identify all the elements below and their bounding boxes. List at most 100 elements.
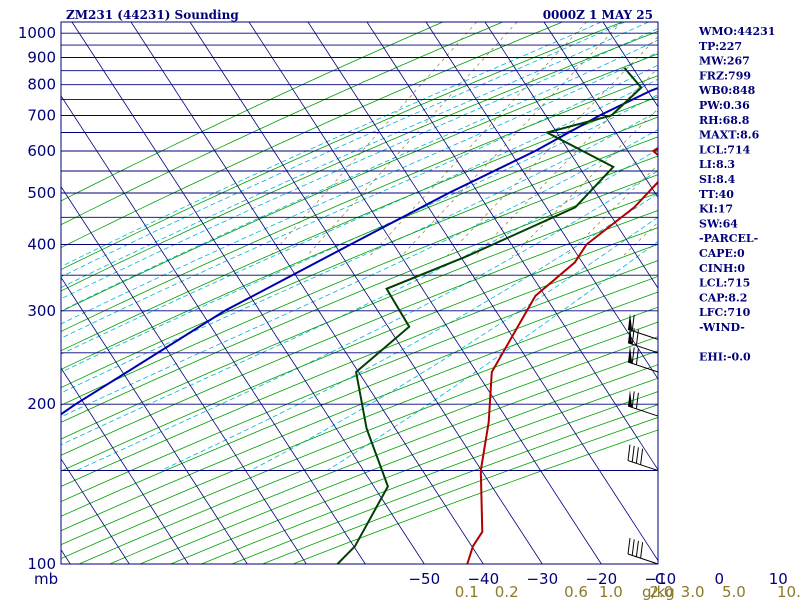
index-line: SI:8.4 [699,173,736,186]
pressure-label: 600 [27,142,56,160]
isotherm [366,22,658,471]
dry-adiabat [61,75,658,332]
isotherm [71,22,425,564]
wind-barb-line [635,392,639,409]
pressure-unit: mb [34,570,58,588]
moist-adiabat [61,39,658,312]
index-line: MW:267 [699,55,750,68]
isotherm [484,22,658,289]
wind-barb [627,346,659,373]
wind-barb-staff [627,405,659,417]
index-line: LFC:710 [699,306,751,319]
index-line: CAPE:0 [699,247,745,260]
profiles [61,67,658,564]
wind-barb-line [640,448,644,465]
moist-adiabat [61,64,658,339]
dry-adiabat [61,306,658,546]
wind-barb [627,390,659,417]
dry-adiabat [61,260,658,503]
index-line: LCL:714 [699,143,751,156]
isotherm [61,458,130,564]
index-line: PW:0.36 [699,99,750,112]
index-line: -WIND- [699,321,745,334]
temperature-profile [466,146,658,564]
dry-adiabat [61,276,658,517]
mixing-ratio-label: 0.2 [495,583,519,600]
dry-adiabat [61,243,658,487]
moist-adiabat [63,22,602,266]
dry-adiabat [61,192,658,440]
wind-barb [627,444,659,472]
mixing-ratio-label: 0.6 [564,583,588,600]
isotherm [61,185,307,564]
plot-area [61,22,658,564]
isotherm [248,22,602,564]
wind-barb-line [631,391,635,408]
pressure-label: 300 [27,302,56,320]
mixing-ratio-line [401,22,622,257]
temperature-axis-labels: −50−40−30−20−10010203040 [408,570,787,588]
mixing-ratio-line [369,22,587,257]
temperature-tick-label: −30 [526,570,558,588]
mixing-ratio-line [306,22,518,257]
wind-barbs [627,313,659,565]
pressure-label: 1000 [18,24,56,42]
mixing-ratio-line [269,22,477,257]
index-line: TT:40 [699,188,734,201]
dry-adiabat [61,209,658,456]
dewpoint-profile [336,67,643,564]
plot-frame [60,21,659,565]
temperature-tick-label: −10 [644,570,676,588]
dry-adiabat [78,336,658,564]
wind-barb-line [631,314,635,331]
pressure-axis-labels: 100 200 300 400 500 600 700 800 900 1000 [18,24,56,573]
mixing-ratio-lines [269,22,658,257]
dry-adiabat [61,22,443,202]
dry-adiabat [61,22,563,249]
dry-adiabat [61,174,658,423]
wind-barb-staff [627,342,659,354]
isotherm [425,22,658,380]
mixing-ratio-labels: 0.10.20.61.02.03.05.010.020.040.0 [455,583,800,600]
dry-adiabat [61,291,658,532]
pressure-label: 100 [27,555,56,573]
index-line: EHI:-0.0 [699,351,751,364]
index-line: LI:8.3 [699,158,735,171]
index-line: MAXT:8.6 [699,129,760,142]
index-line: FRZ:799 [699,69,751,82]
temperature-tick-label: 0 [715,570,725,588]
moist-adiabat [61,110,658,394]
temperature-tick-label: −20 [585,570,617,588]
dry-adiabat [61,321,658,559]
wind-barb-staff [627,460,659,472]
temperature-axis-end: C [655,570,665,588]
isotherm [543,22,658,199]
isotherms [61,22,658,564]
wind-barb-flag [628,326,633,345]
index-line: LCL:715 [699,277,750,290]
pressure-label: 200 [27,395,56,413]
mixing-ratio-label: 1.0 [599,583,623,600]
dry-adiabat [61,136,658,389]
pressure-label: 400 [27,236,56,254]
index-line: KI:17 [699,203,733,216]
wind-barb-line [631,347,635,364]
isotherm [307,22,658,562]
mixing-ratio-label: 3.0 [681,583,705,600]
mixing-ratio-line [474,67,658,257]
index-line: RH:68.8 [699,114,750,127]
dry-adiabat [61,22,623,271]
dry-adiabat [61,96,658,352]
temperature-tick-label: −50 [408,570,440,588]
dry-adiabat [61,30,658,292]
mixing-ratio-line [446,36,658,257]
index-line: -PARCEL- [699,232,758,245]
mixing-ratio-line [511,108,658,257]
wind-barb-line [631,445,635,463]
wind-barb-staff [627,328,659,340]
wind-barb-line [635,348,639,365]
temperature-tick-label: −40 [467,570,499,588]
index-line: CAP:8.2 [699,291,747,304]
isotherm [61,367,189,564]
